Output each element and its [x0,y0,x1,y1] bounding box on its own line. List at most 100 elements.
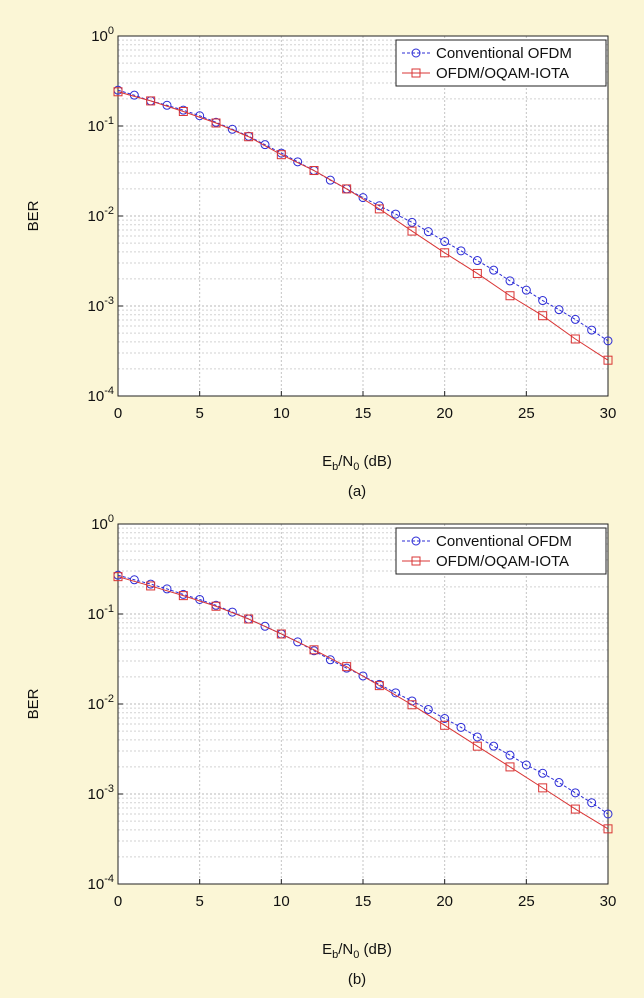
legend-box [395,527,607,575]
x-axis-label: Eb/N0 (dB) [322,941,392,961]
legend-label: Conventional OFDM [436,533,572,550]
data-point [244,614,254,624]
data-point [472,268,482,278]
y-tick-label: 10-1 [88,115,114,135]
data-point [407,700,417,710]
data-point [113,572,123,582]
y-tick-label: 10-4 [88,873,114,893]
data-point [113,87,123,97]
y-tick-label: 10-2 [88,205,114,225]
x-tick-label: 10 [273,405,290,422]
data-point [178,106,188,116]
data-point [391,209,401,219]
data-point [211,118,221,128]
legend-marker [411,556,421,566]
data-point [374,204,384,214]
y-tick-label: 100 [91,25,114,45]
series-line [117,91,609,361]
legend-label: OFDM/OQAM-IOTA [436,553,569,570]
data-point [260,621,270,631]
x-tick-label: 30 [600,405,617,422]
x-tick-label: 0 [114,405,122,422]
x-tick-label: 0 [114,893,122,910]
y-tick-label: 100 [91,513,114,533]
data-point [521,285,531,295]
data-point [407,226,417,236]
data-point [244,132,254,142]
data-point [276,150,286,160]
data-point [227,124,237,134]
y-axis-label: BER [25,200,42,231]
x-tick-label: 20 [436,405,453,422]
x-tick-label: 15 [355,405,372,422]
series-line [117,89,609,342]
data-point [456,246,466,256]
data-point [603,336,613,346]
data-point [570,788,580,798]
data-point [521,760,531,770]
data-point [293,637,303,647]
panel-caption: (b) [348,971,366,988]
x-tick-label: 25 [518,893,535,910]
data-point [538,783,548,793]
data-point [587,325,597,335]
data-point [505,750,515,760]
legend-marker [411,68,421,78]
legend-label: OFDM/OQAM-IOTA [436,65,569,82]
y-tick-label: 10-3 [88,295,114,315]
data-point [554,305,564,315]
data-point [538,311,548,321]
data-point [276,629,286,639]
data-point [472,732,482,742]
data-point [374,681,384,691]
panel-caption: (a) [348,483,366,500]
data-point [603,809,613,819]
data-point [554,778,564,788]
x-axis-label: Eb/N0 (dB) [322,453,392,473]
data-point [440,237,450,247]
x-tick-label: 5 [195,405,203,422]
legend: Conventional OFDM OFDM/OQAM-IOTA [395,39,607,87]
data-point [570,804,580,814]
data-point [456,722,466,732]
data-point [260,140,270,150]
data-point [211,601,221,611]
data-point [325,175,335,185]
legend-marker [411,48,421,58]
x-tick-label: 30 [600,893,617,910]
data-point [505,276,515,286]
data-point [162,584,172,594]
legend-box [395,39,607,87]
data-point [423,227,433,237]
data-point [587,798,597,808]
data-point [603,355,613,365]
data-point [309,645,319,655]
chart-panel-b: 0 5 10 15 20 25 30 100 10-1 10-2 10-3 10-4 BER Eb/N0 … [25,513,616,988]
legend-label: Conventional OFDM [436,45,572,62]
data-point [423,704,433,714]
data-point [570,314,580,324]
x-tick-label: 20 [436,893,453,910]
data-point [440,714,450,724]
y-tick-label: 10-1 [88,603,114,623]
data-point [440,720,450,730]
data-point [146,96,156,106]
data-point [309,166,319,176]
series-ofdm-oqam-iota [113,87,613,365]
y-tick-label: 10-2 [88,693,114,713]
data-point [538,296,548,306]
series-line [117,576,609,830]
y-tick-label: 10-4 [88,385,114,405]
data-point [538,768,548,778]
data-point [178,591,188,601]
data-point [505,762,515,772]
x-tick-label: 15 [355,893,372,910]
x-tick-label: 25 [518,405,535,422]
data-point [570,334,580,344]
data-point [407,217,417,227]
x-tick-label: 10 [273,893,290,910]
data-point [505,291,515,301]
data-point [342,184,352,194]
data-point [342,662,352,672]
